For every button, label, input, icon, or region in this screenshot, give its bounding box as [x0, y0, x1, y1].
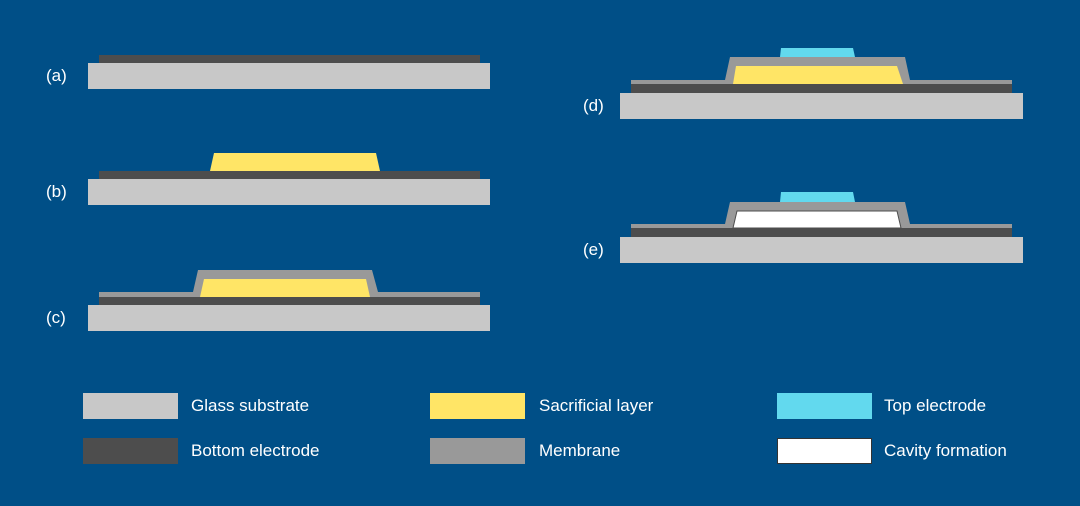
- cavity: [732, 210, 902, 229]
- glass-substrate: [620, 93, 1023, 119]
- step-e-diagram: [620, 192, 1023, 263]
- bottom-electrode: [631, 84, 1012, 93]
- sacrificial-layer: [733, 66, 903, 84]
- legend-swatch-cavity: [777, 438, 872, 464]
- legend-swatch-bottom-electrode: [83, 438, 178, 464]
- step-label-e: (e): [583, 240, 604, 259]
- glass-substrate: [88, 63, 490, 89]
- step-b-diagram: [88, 153, 490, 205]
- step-a-diagram: [88, 55, 490, 89]
- bottom-electrode: [99, 171, 480, 179]
- step-label-c: (c): [46, 308, 66, 327]
- legend-label: Cavity formation: [884, 441, 1007, 460]
- top-electrode: [780, 48, 855, 57]
- legend-label: Membrane: [539, 441, 621, 460]
- sacrificial-layer: [200, 279, 370, 297]
- legend-swatch-sacrificial: [430, 393, 525, 419]
- glass-substrate: [88, 305, 490, 331]
- step-label-b: (b): [46, 182, 67, 201]
- legend-swatch-top-electrode: [777, 393, 872, 419]
- top-electrode: [780, 192, 855, 202]
- bottom-electrode: [99, 297, 480, 305]
- step-d-diagram: [620, 48, 1023, 119]
- sacrificial-layer: [210, 153, 380, 171]
- glass-substrate: [88, 179, 490, 205]
- glass-substrate: [620, 237, 1023, 263]
- legend-label: Sacrificial layer: [539, 396, 654, 415]
- bottom-electrode: [99, 55, 480, 63]
- step-label-a: (a): [46, 66, 67, 85]
- legend-label: Bottom electrode: [191, 441, 320, 460]
- legend-swatch-glass: [83, 393, 178, 419]
- step-label-d: (d): [583, 96, 604, 115]
- legend-label: Glass substrate: [191, 396, 310, 415]
- step-c-diagram: [88, 270, 490, 331]
- legend-swatch-membrane: [430, 438, 525, 464]
- legend-label: Top electrode: [884, 396, 987, 415]
- bottom-electrode: [631, 228, 1012, 237]
